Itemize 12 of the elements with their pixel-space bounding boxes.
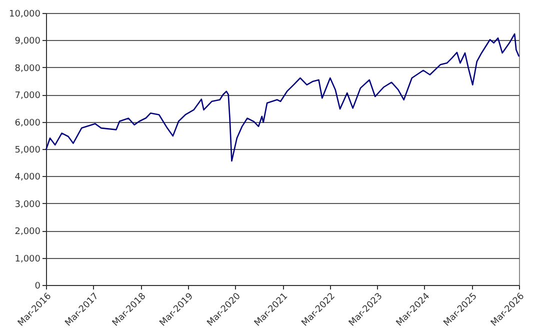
y-tick-label: 10,000 (9, 10, 41, 20)
y-tick-label: 2,000 (14, 227, 41, 238)
y-tick-label: 1,000 (14, 254, 41, 264)
y-tick-label: 7,000 (14, 91, 41, 102)
y-tick-label: 6,000 (14, 118, 41, 128)
y-tick-label: 4,000 (14, 172, 41, 183)
y-tick-label: 8,000 (14, 64, 41, 74)
y-tick-label: 9,000 (14, 36, 41, 47)
y-tick-label: 0 (34, 282, 41, 292)
line-series (45, 33, 520, 162)
y-tick-label: 3,000 (14, 200, 41, 210)
y-tick-label: 5,000 (14, 146, 41, 156)
